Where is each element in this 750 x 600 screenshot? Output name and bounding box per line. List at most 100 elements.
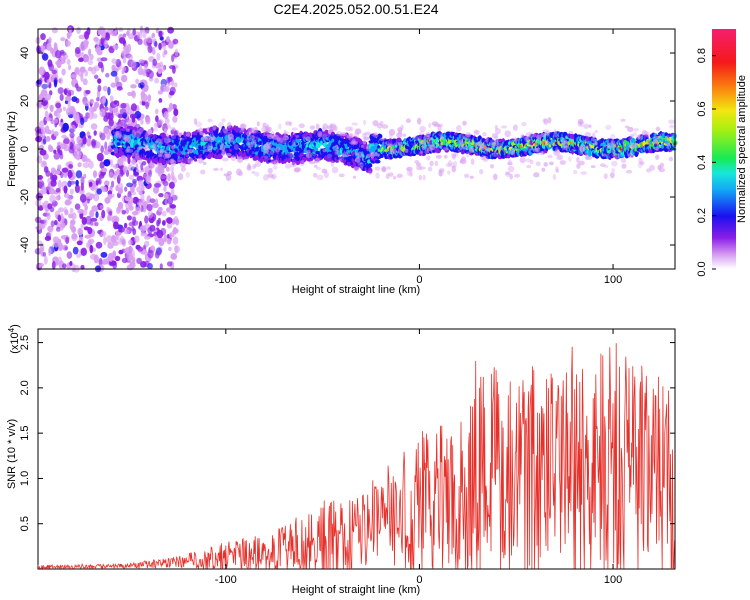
spectrogram-cell [366, 144, 370, 152]
spectrogram-cell [219, 167, 223, 171]
spectrogram-cell [44, 93, 51, 101]
spectrogram-cell [147, 45, 153, 54]
spectrogram-cell [69, 261, 73, 266]
spectrogram-cell [359, 154, 365, 159]
spectrogram-cell [173, 216, 179, 225]
spectrogram-cell [326, 153, 333, 158]
spectrogram-cell [164, 149, 168, 156]
spectrogram-cell [167, 76, 173, 82]
spectrogram-cell [284, 163, 292, 169]
spectrogram-cell [185, 131, 191, 137]
spectrogram-cell [91, 205, 99, 212]
spectrogram-cell [435, 154, 442, 159]
spectrogram-cell [267, 167, 273, 174]
spectrogram-cell [96, 97, 100, 102]
spectrogram-cell [47, 59, 53, 68]
spectrogram-cell [74, 184, 80, 194]
spectrogram-cell [354, 157, 361, 163]
spectrogram-cell [460, 158, 467, 165]
spectrogram-cell [653, 139, 659, 144]
spectrogram-cell [131, 165, 135, 170]
spectrogram-cell [525, 158, 531, 163]
spectrogram-cell [584, 131, 592, 138]
spectrogram-cell [147, 210, 154, 219]
spectrogram-cell [154, 250, 160, 259]
spectrogram-cell [68, 29, 73, 37]
spectrogram-cell [96, 152, 104, 162]
spectrogram-cell [353, 166, 360, 172]
spectrogram-cell [243, 156, 250, 161]
spectrogram-cell [366, 153, 373, 157]
spectrogram-cell [225, 132, 232, 136]
spectrogram-cell [200, 169, 206, 175]
spectrogram-cell [71, 96, 78, 102]
spectrogram-cell [340, 132, 348, 137]
spectrogram-cell [165, 160, 169, 165]
spectrogram-cell [116, 81, 123, 89]
spectrogram-cell [137, 169, 143, 174]
spectrogram-cell [439, 142, 443, 149]
spectrogram-cell [115, 106, 119, 112]
spectrogram-cell [43, 255, 48, 265]
spectrogram-cell [166, 217, 173, 224]
spectrogram-cell [262, 122, 267, 128]
spectrogram-cell [267, 126, 272, 132]
spectrogram-cell [256, 121, 260, 127]
spectrogram-cell [53, 79, 58, 88]
spectrogram-cell [41, 186, 47, 195]
spectrogram-cell [547, 117, 552, 124]
spectrogram-cell [161, 154, 166, 160]
spectrogram-cell [80, 182, 84, 191]
spectrogram-ylabel: Frequency (Hz) [6, 111, 18, 187]
spectrogram-cell [156, 52, 161, 61]
spectrogram-cell [131, 220, 139, 226]
spectrogram-cell [111, 58, 117, 64]
spectrogram-cell [199, 132, 205, 136]
spectrogram-cell [185, 171, 190, 178]
spectrogram-cell [156, 229, 164, 239]
spectrogram-cell [79, 42, 87, 52]
spectrogram-cell [226, 153, 232, 157]
spectrogram-cell [459, 139, 464, 145]
spectrogram-cell [100, 64, 105, 73]
spectrogram-cell [428, 122, 432, 128]
spectrogram-cell [68, 164, 74, 170]
spectrogram-cell [80, 247, 88, 256]
spectrogram-cell [621, 138, 625, 145]
spectrogram-cell [419, 166, 426, 170]
spectrogram-cell [41, 202, 45, 209]
spectrogram-cell [424, 149, 430, 155]
spectrogram-cell [94, 74, 99, 80]
spectrogram-cell [308, 160, 316, 165]
spectrogram-cell [599, 163, 606, 168]
spectrogram-cell [606, 143, 611, 149]
spectrogram-cell [215, 128, 219, 133]
spectrogram-cell [118, 27, 124, 32]
spectrogram-cell [69, 124, 76, 133]
spectrogram-cell [668, 119, 675, 125]
spectrogram-cell [249, 135, 256, 140]
spectrogram-cell [325, 158, 332, 162]
spectrogram-cell [130, 60, 137, 69]
spectrogram-cell [101, 186, 108, 193]
spectrogram-cell [85, 89, 91, 95]
spectrogram-cell [149, 198, 156, 204]
spectrogram-cell [549, 161, 554, 166]
spectrogram-cell [167, 26, 175, 34]
spectrogram-cell [167, 124, 171, 129]
spectrogram-cell [525, 132, 532, 138]
spectrogram-cell [300, 160, 305, 166]
spectrogram-cell [126, 145, 131, 152]
spectrogram-cell [317, 130, 323, 138]
spectrogram-cell [107, 242, 114, 249]
spectrogram-cell [56, 107, 63, 114]
spectrogram-cell [149, 164, 154, 170]
spectrogram-cell [422, 174, 426, 181]
spectrogram-cell [75, 83, 79, 89]
spectrogram-cell [162, 220, 166, 226]
spectrogram-cell [76, 26, 81, 34]
spectrogram-cell [70, 219, 76, 226]
spectrogram-cell [172, 38, 179, 45]
spectrogram-cell [135, 153, 140, 160]
spectrogram-cell [349, 126, 354, 132]
